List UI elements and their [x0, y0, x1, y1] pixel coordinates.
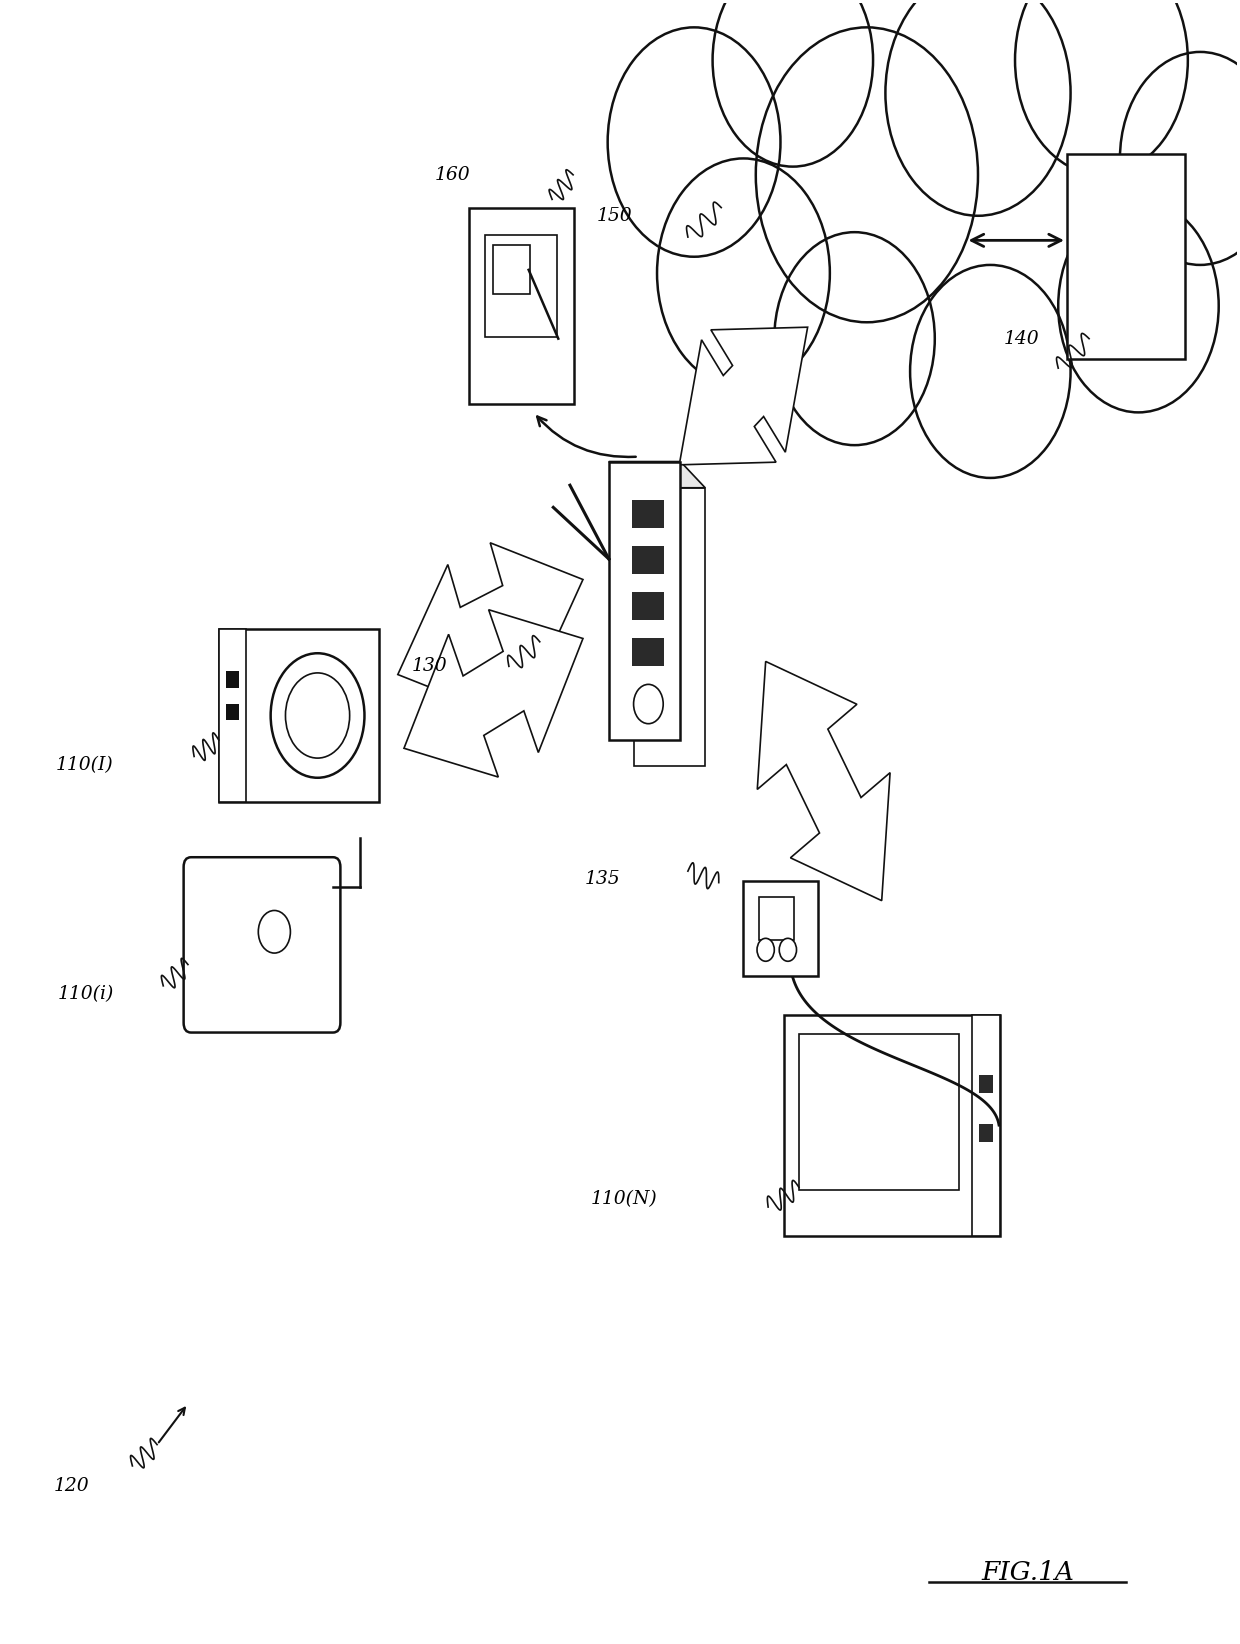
Bar [218, 630, 246, 802]
Circle shape [285, 672, 350, 758]
Circle shape [774, 232, 935, 446]
Bar [632, 546, 665, 574]
Circle shape [779, 939, 796, 962]
Circle shape [758, 939, 774, 962]
Circle shape [608, 28, 780, 256]
Circle shape [910, 265, 1070, 478]
Text: 150: 150 [596, 207, 632, 225]
Text: 130: 130 [412, 658, 448, 676]
Bar [492, 245, 529, 294]
Bar [784, 1014, 999, 1236]
FancyBboxPatch shape [184, 857, 341, 1032]
Polygon shape [398, 543, 583, 712]
Polygon shape [609, 462, 706, 488]
Polygon shape [680, 327, 807, 465]
Circle shape [756, 28, 978, 322]
Text: 110(I): 110(I) [56, 756, 114, 774]
Polygon shape [404, 610, 583, 778]
Circle shape [1058, 199, 1219, 413]
Polygon shape [634, 488, 706, 766]
Bar [609, 462, 681, 740]
Text: 110(N): 110(N) [590, 1190, 657, 1208]
Bar [632, 592, 665, 620]
Circle shape [634, 684, 663, 723]
Bar [799, 1034, 960, 1190]
Circle shape [657, 158, 830, 388]
Bar [759, 898, 794, 940]
Text: FIG.1A: FIG.1A [981, 1560, 1074, 1585]
Text: 135: 135 [584, 870, 620, 888]
Bar [632, 638, 665, 666]
Bar [226, 671, 239, 687]
Bar [226, 704, 239, 720]
Bar [218, 630, 379, 802]
Polygon shape [758, 661, 890, 901]
Bar [485, 235, 557, 337]
Text: 160: 160 [435, 166, 470, 184]
Bar [469, 207, 574, 404]
Bar [744, 881, 817, 977]
Bar [632, 500, 665, 528]
Circle shape [258, 911, 290, 954]
Text: 110(i): 110(i) [57, 985, 114, 1003]
Circle shape [885, 0, 1070, 215]
Text: 120: 120 [53, 1476, 89, 1494]
Circle shape [1016, 0, 1188, 174]
Circle shape [270, 653, 365, 778]
Bar [972, 1014, 999, 1236]
Circle shape [713, 0, 873, 166]
Bar [1068, 155, 1184, 358]
Circle shape [1120, 53, 1240, 265]
Bar [978, 1075, 993, 1093]
Bar [978, 1124, 993, 1143]
Text: 140: 140 [1004, 330, 1039, 347]
